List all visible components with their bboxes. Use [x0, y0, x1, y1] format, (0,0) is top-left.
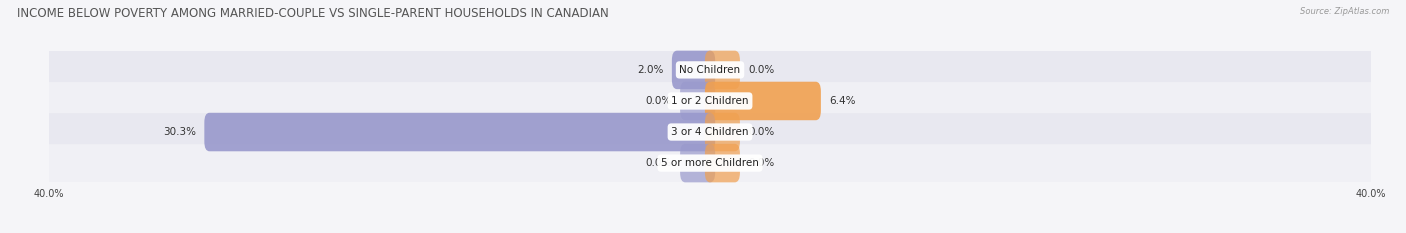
Text: 0.0%: 0.0% — [748, 127, 775, 137]
Text: 6.4%: 6.4% — [830, 96, 855, 106]
FancyBboxPatch shape — [704, 144, 740, 182]
Text: 0.0%: 0.0% — [645, 96, 672, 106]
FancyBboxPatch shape — [46, 51, 1374, 89]
Text: 0.0%: 0.0% — [748, 65, 775, 75]
FancyBboxPatch shape — [681, 82, 716, 120]
Text: 2.0%: 2.0% — [637, 65, 664, 75]
FancyBboxPatch shape — [704, 113, 740, 151]
FancyBboxPatch shape — [704, 51, 740, 89]
Text: 0.0%: 0.0% — [645, 158, 672, 168]
Text: 0.0%: 0.0% — [748, 158, 775, 168]
FancyBboxPatch shape — [681, 144, 716, 182]
Text: Source: ZipAtlas.com: Source: ZipAtlas.com — [1299, 7, 1389, 16]
FancyBboxPatch shape — [46, 82, 1374, 120]
FancyBboxPatch shape — [672, 51, 716, 89]
FancyBboxPatch shape — [204, 113, 716, 151]
Text: INCOME BELOW POVERTY AMONG MARRIED-COUPLE VS SINGLE-PARENT HOUSEHOLDS IN CANADIA: INCOME BELOW POVERTY AMONG MARRIED-COUPL… — [17, 7, 609, 20]
Text: 30.3%: 30.3% — [163, 127, 197, 137]
Text: 1 or 2 Children: 1 or 2 Children — [671, 96, 749, 106]
FancyBboxPatch shape — [46, 113, 1374, 151]
FancyBboxPatch shape — [704, 82, 821, 120]
Text: No Children: No Children — [679, 65, 741, 75]
Text: 5 or more Children: 5 or more Children — [661, 158, 759, 168]
Text: 3 or 4 Children: 3 or 4 Children — [671, 127, 749, 137]
FancyBboxPatch shape — [46, 144, 1374, 182]
